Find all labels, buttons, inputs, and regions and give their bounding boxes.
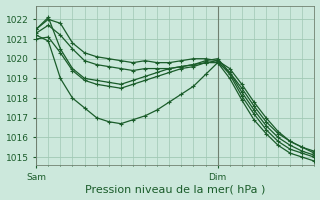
X-axis label: Pression niveau de la mer( hPa ): Pression niveau de la mer( hPa ) xyxy=(85,184,266,194)
